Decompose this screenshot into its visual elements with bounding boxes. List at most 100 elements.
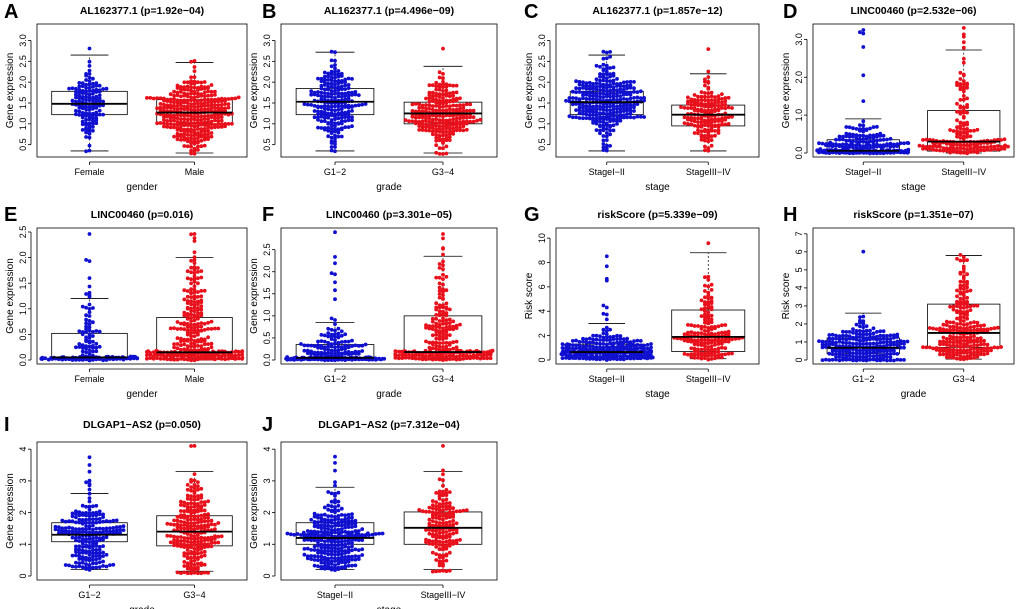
data-point xyxy=(951,304,956,309)
data-point xyxy=(437,113,442,118)
data-point xyxy=(182,570,187,575)
data-point xyxy=(74,565,78,569)
data-point xyxy=(927,345,932,350)
plot-frame xyxy=(36,227,248,365)
data-point xyxy=(189,144,194,149)
data-point xyxy=(199,132,204,137)
data-point xyxy=(192,294,197,299)
data-point xyxy=(353,103,358,108)
data-point xyxy=(94,83,99,88)
data-point xyxy=(430,319,435,324)
y-tick-label: 2.5 xyxy=(262,243,272,256)
data-point xyxy=(189,341,194,346)
y-tick-label: 10 xyxy=(537,233,547,243)
data-point xyxy=(322,104,327,108)
data-point xyxy=(199,328,204,333)
data-point xyxy=(410,102,415,107)
data-point xyxy=(213,534,217,539)
data-point xyxy=(961,270,966,274)
data-point xyxy=(454,103,459,108)
data-point xyxy=(319,114,324,119)
data-point xyxy=(902,339,906,344)
data-point xyxy=(444,133,449,138)
data-point xyxy=(730,337,734,342)
data-point xyxy=(861,358,866,363)
data-point xyxy=(192,534,197,539)
data-point xyxy=(350,104,354,109)
data-point xyxy=(104,564,109,569)
data-point xyxy=(941,339,946,344)
data-point xyxy=(329,351,334,356)
data-point xyxy=(625,83,629,88)
y-axis-label: Gene expression xyxy=(249,53,260,129)
data-point xyxy=(441,293,445,298)
data-point xyxy=(451,90,456,95)
chart-title: riskScore (p=5.339e−09) xyxy=(597,209,717,221)
data-point xyxy=(417,109,422,114)
data-point xyxy=(326,527,331,531)
data-point xyxy=(196,536,200,541)
data-point xyxy=(454,323,459,328)
data-point xyxy=(192,489,197,493)
data-point xyxy=(336,69,341,73)
data-point xyxy=(625,90,629,95)
data-point xyxy=(827,333,832,337)
data-point xyxy=(91,334,95,338)
data-point xyxy=(202,508,207,513)
data-point xyxy=(350,118,354,123)
data-point xyxy=(444,520,449,525)
data-point xyxy=(706,75,711,79)
data-point xyxy=(854,354,859,359)
data-point xyxy=(481,350,486,355)
data-point xyxy=(80,113,85,118)
data-point xyxy=(350,350,354,355)
data-point xyxy=(104,86,109,91)
data-point xyxy=(699,337,704,342)
data-point xyxy=(720,337,724,342)
data-point xyxy=(430,123,435,128)
data-point xyxy=(84,350,88,355)
data-point xyxy=(189,130,194,135)
data-point xyxy=(604,115,609,119)
panel-letter: A xyxy=(4,1,18,23)
data-point xyxy=(441,137,445,142)
data-point xyxy=(312,115,317,120)
plot-frame xyxy=(812,227,1015,365)
data-point xyxy=(336,549,341,554)
data-point xyxy=(336,104,341,109)
data-point xyxy=(336,490,341,495)
data-point xyxy=(598,111,602,116)
data-point xyxy=(895,357,900,362)
data-point xyxy=(621,87,626,92)
data-point xyxy=(189,488,194,493)
data-point xyxy=(955,316,959,321)
data-point xyxy=(319,513,324,518)
data-point xyxy=(185,305,190,310)
data-point xyxy=(875,138,879,143)
data-point xyxy=(427,96,432,101)
data-point xyxy=(202,542,207,546)
data-point xyxy=(172,522,177,527)
data-point xyxy=(591,97,595,101)
data-point xyxy=(209,100,214,105)
data-point xyxy=(830,340,835,345)
data-point xyxy=(185,564,190,568)
data-point xyxy=(441,133,445,138)
data-point xyxy=(454,128,459,133)
data-point xyxy=(961,130,966,135)
data-point xyxy=(827,342,832,347)
data-point xyxy=(598,88,602,92)
data-point xyxy=(608,91,612,96)
data-point xyxy=(709,347,714,352)
data-point xyxy=(299,342,303,346)
data-point xyxy=(192,277,197,281)
data-point xyxy=(94,329,99,333)
data-point xyxy=(185,539,190,544)
panel-letter: G xyxy=(524,204,540,226)
data-point xyxy=(206,512,211,516)
data-point xyxy=(434,545,439,549)
data-point xyxy=(437,70,442,75)
data-point xyxy=(319,333,324,337)
data-point xyxy=(441,130,445,135)
data-point xyxy=(696,124,700,128)
